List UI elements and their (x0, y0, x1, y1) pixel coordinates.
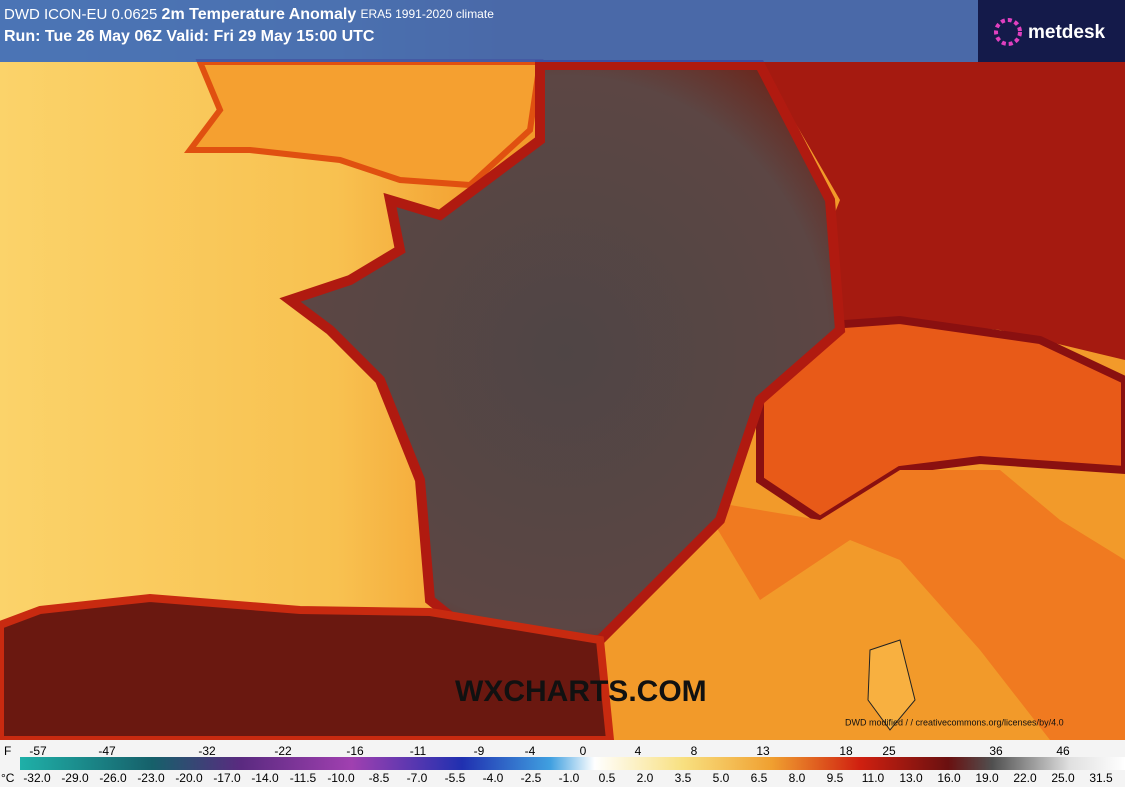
corsica (867, 639, 916, 731)
legend-c-label: 22.0 (1013, 771, 1037, 785)
legend-f-label: 18 (839, 744, 853, 758)
header-line1: DWD ICON-EU 0.0625 2m Temperature Anomal… (4, 6, 494, 23)
legend-c-label: -2.5 (521, 771, 542, 785)
legend-f-label: -16 (346, 744, 364, 758)
france (279, 60, 846, 645)
header-run: Run: Tue 26 May 06Z Valid: Fri 29 May 15… (4, 28, 375, 45)
legend-c-label: 0.5 (599, 771, 616, 785)
legend-f-label: 4 (635, 744, 642, 758)
legend-c-label: -14.0 (251, 771, 279, 785)
logo-icon (994, 18, 1022, 46)
legend-f-label: -57 (29, 744, 47, 758)
legend-c-label: -20.0 (175, 771, 203, 785)
legend-c-label: 25.0 (1051, 771, 1075, 785)
legend-c-label: 3.5 (675, 771, 692, 785)
legend-f-label: 25 (882, 744, 896, 758)
legend-f-label: -22 (274, 744, 292, 758)
logo-text: metdesk (1028, 22, 1106, 43)
legend-c-label: -4.0 (483, 771, 504, 785)
legend-c-label: -10.0 (327, 771, 355, 785)
legend-c-label: -23.0 (137, 771, 165, 785)
legend-c-label: 31.5 (1089, 771, 1113, 785)
iberia (0, 593, 615, 744)
logo-box (978, 0, 1125, 62)
legend-c-label: 16.0 (937, 771, 961, 785)
legend-f-label: -9 (474, 744, 485, 758)
legend-c-label: -8.5 (369, 771, 390, 785)
legend-f-label: -47 (98, 744, 116, 758)
colorbar (20, 757, 1125, 770)
legend-c-label: -17.0 (213, 771, 241, 785)
legend-c-label: 2.0 (637, 771, 654, 785)
legend-f-label: -4 (525, 744, 536, 758)
central-europe (540, 62, 1125, 360)
legend-c-label: 11.0 (862, 771, 885, 785)
legend-f-unit: F (4, 744, 11, 758)
legend-f-label: 46 (1056, 744, 1070, 758)
attribution: DWD modified / / creativecommons.org/lic… (845, 717, 1064, 727)
legend-c-label: 8.0 (789, 771, 806, 785)
legend-c-label: 9.5 (827, 771, 844, 785)
legend-f-label: 13 (756, 744, 770, 758)
legend-c-label: 19.0 (975, 771, 999, 785)
header-band (0, 0, 978, 62)
legend-c-label: 6.5 (751, 771, 768, 785)
legend-c-label: -29.0 (61, 771, 89, 785)
legend-c-label: -5.5 (445, 771, 466, 785)
legend-c-label: -1.0 (559, 771, 580, 785)
legend-f-label: 36 (989, 744, 1003, 758)
legend-f-label: 8 (691, 744, 698, 758)
legend-c-label: 5.0 (713, 771, 730, 785)
legend-f-label: -11 (410, 744, 427, 758)
legend-c-label: -32.0 (23, 771, 51, 785)
italy (700, 470, 1125, 740)
legend-c-label: -26.0 (99, 771, 127, 785)
watermark: WXCHARTS.COM (455, 675, 707, 708)
legend-f-label: -32 (198, 744, 216, 758)
legend-c-label: 13.0 (899, 771, 923, 785)
legend-c-label: -11.5 (290, 771, 317, 785)
alps (756, 315, 1125, 525)
legend-c-label: -7.0 (407, 771, 428, 785)
legend-f-label: 0 (580, 744, 587, 758)
legend-c-unit: °C (1, 771, 15, 785)
